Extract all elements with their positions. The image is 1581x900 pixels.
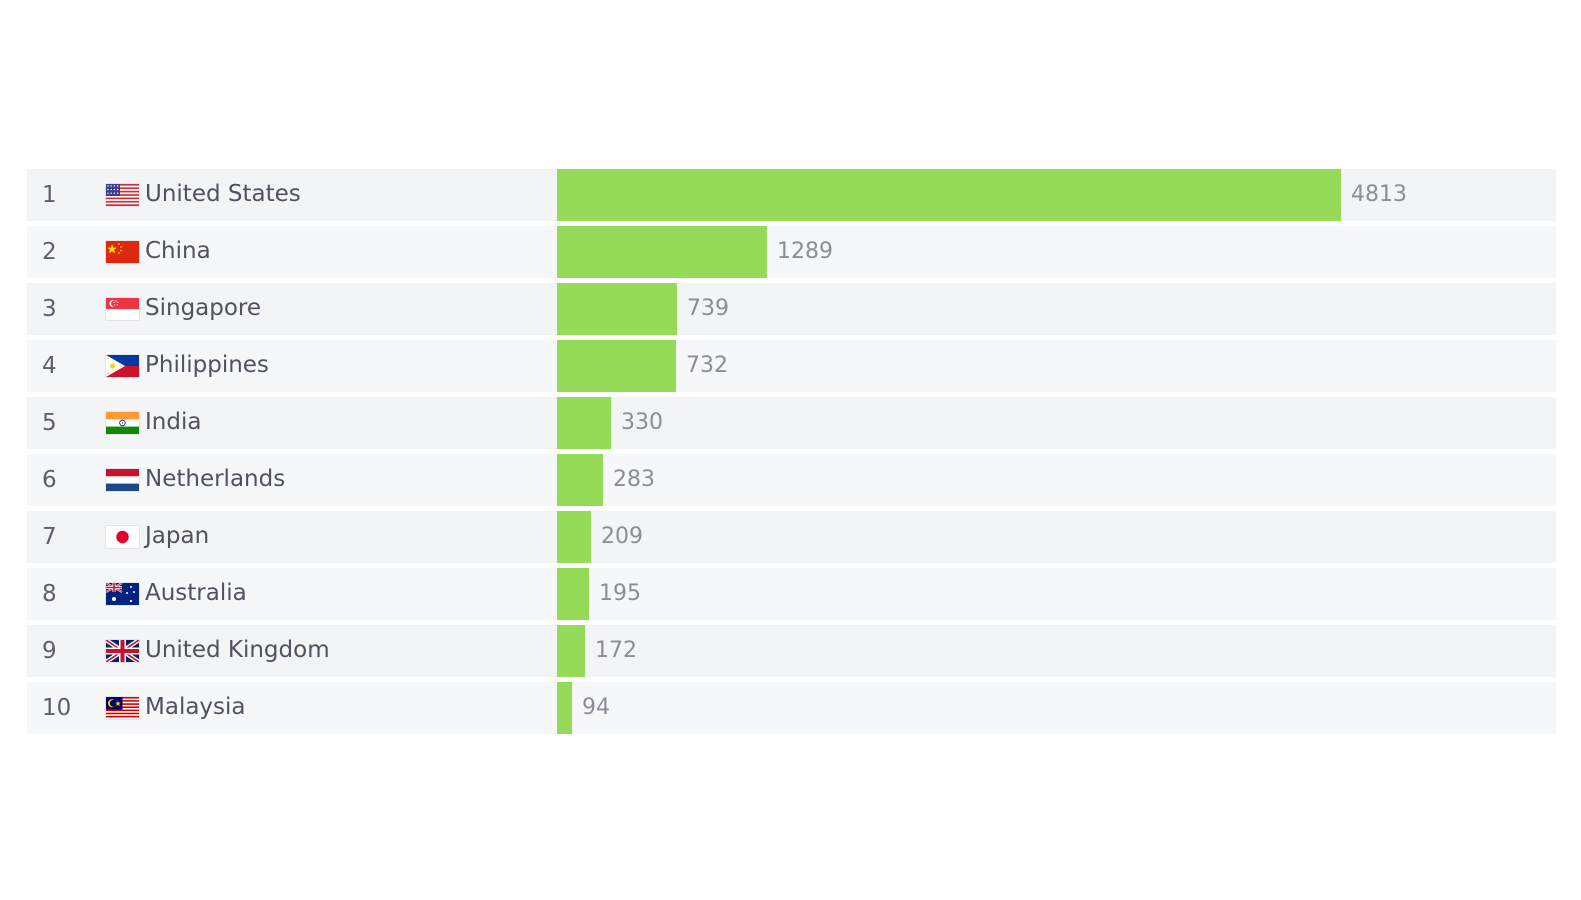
country-label: Netherlands [145,466,286,492]
value-label: 739 [687,296,729,321]
bar-track: 94 [557,682,1556,734]
bar [557,340,676,392]
rank-label: 2 [42,239,57,265]
country-label: Japan [145,523,210,549]
flag-jp-icon [106,526,139,548]
flag-gb-icon [106,640,139,662]
rank-label: 10 [42,695,72,721]
rank-label: 5 [42,410,57,436]
flag-ph-icon [106,355,139,377]
bar [557,568,589,620]
bar-track: 330 [557,397,1556,449]
flag-au-icon [106,583,139,605]
value-label: 330 [621,410,663,435]
flag-in-icon [106,412,139,434]
bar-track: 1289 [557,226,1556,278]
table-row: 3 Singapore 739 [27,283,1556,335]
bar [557,397,611,449]
country-label: Philippines [145,352,269,378]
country-label: Australia [145,580,247,606]
rank-label: 8 [42,581,57,607]
bar [557,454,603,506]
value-label: 283 [613,467,655,492]
country-label: India [145,409,202,435]
value-label: 172 [595,638,637,663]
bar [557,625,585,677]
value-label: 209 [601,524,643,549]
rank-label: 4 [42,353,57,379]
rank-label: 6 [42,467,57,493]
table-row: 6 Netherlands 283 [27,454,1556,506]
flag-sg-icon [106,298,139,320]
bar [557,169,1341,221]
table-row: 2 China 1289 [27,226,1556,278]
bar-track: 195 [557,568,1556,620]
value-label: 94 [582,695,610,720]
rank-label: 9 [42,638,57,664]
country-ranking-chart: 1 United States 4813 2 China 1289 3 Singapore 73… [27,169,1556,739]
bar-track: 209 [557,511,1556,563]
country-label: Singapore [145,295,262,321]
value-label: 195 [599,581,641,606]
table-row: 5 India 330 [27,397,1556,449]
flag-my-icon [106,697,139,719]
bar-track: 172 [557,625,1556,677]
flag-us-icon [106,184,139,206]
table-row: 9 United Kingdom 172 [27,625,1556,677]
bar [557,226,767,278]
table-row: 7 Japan 209 [27,511,1556,563]
bar [557,511,591,563]
rank-label: 3 [42,296,57,322]
value-label: 1289 [777,239,833,264]
flag-nl-icon [106,469,139,491]
country-label: United Kingdom [145,637,330,663]
flag-cn-icon [106,241,139,263]
bar [557,682,572,734]
country-label: Malaysia [145,694,246,720]
table-row: 1 United States 4813 [27,169,1556,221]
bar-track: 739 [557,283,1556,335]
rank-label: 1 [42,182,57,208]
rank-label: 7 [42,524,57,550]
table-row: 8 Australia 195 [27,568,1556,620]
bar-track: 283 [557,454,1556,506]
bar [557,283,677,335]
value-label: 732 [686,353,728,378]
bar-track: 732 [557,340,1556,392]
country-label: China [145,238,211,264]
value-label: 4813 [1351,182,1407,207]
country-label: United States [145,181,301,207]
table-row: 4 Philippines 732 [27,340,1556,392]
table-row: 10 Malaysia 94 [27,682,1556,734]
bar-track: 4813 [557,169,1556,221]
